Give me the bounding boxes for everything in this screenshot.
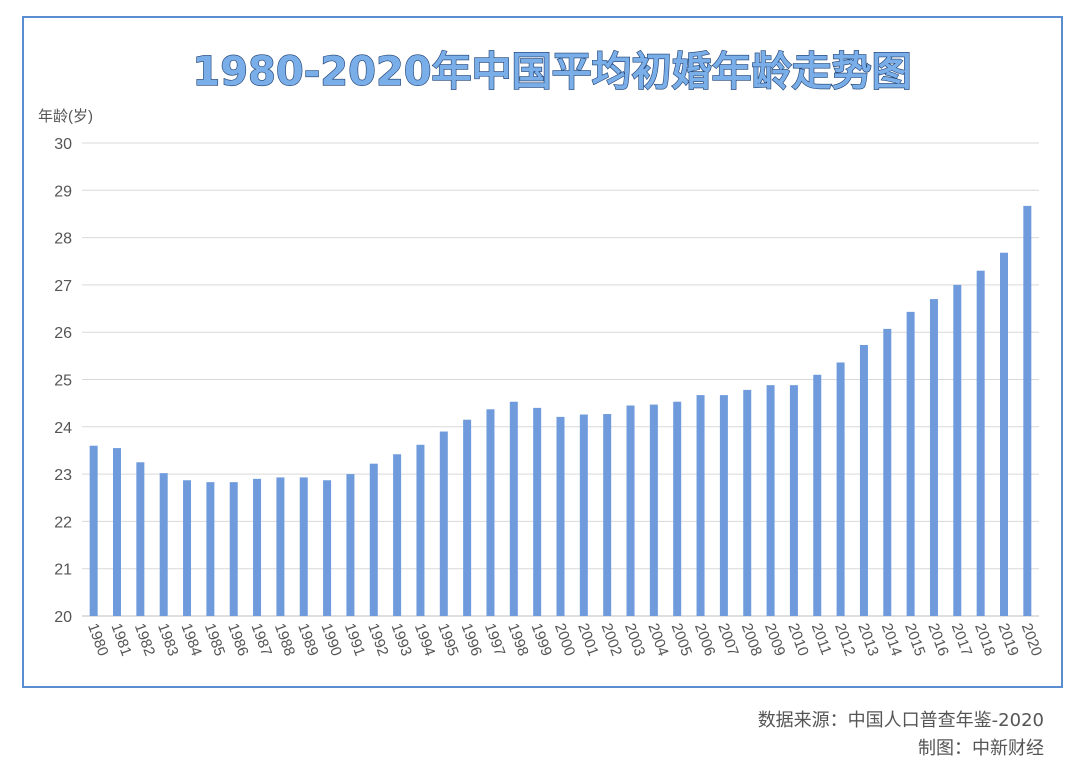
bar-2007 [719, 395, 728, 616]
bar-1991 [346, 474, 355, 616]
bar-1998 [509, 401, 518, 616]
y-tick-label: 25 [54, 373, 72, 390]
chart-frame: 1980-2020年中国平均初婚年龄走势图 年龄(岁) 20 21 22 23 24 25… [22, 16, 1063, 688]
data-source-credit: 数据来源：中国人口普查年鉴-2020 [757, 710, 1044, 731]
bar-2013 [859, 344, 868, 616]
bar-1989 [299, 477, 308, 616]
bar-2014 [883, 328, 892, 616]
y-tick-label: 23 [54, 467, 72, 484]
bar-1987 [253, 478, 262, 616]
bar-2018 [976, 270, 985, 616]
bar-1994 [416, 444, 425, 616]
bar-1992 [369, 463, 378, 616]
bar-2015 [906, 311, 915, 616]
y-tick-label: 26 [54, 325, 72, 342]
y-tick-label: 30 [54, 136, 72, 153]
bar-1993 [393, 454, 402, 616]
bar-2001 [579, 414, 588, 616]
bar-2011 [813, 374, 822, 616]
bar-2009 [766, 385, 775, 616]
bar-1986 [229, 482, 238, 616]
y-tick-labels: 20 21 22 23 24 25 26 27 28 29 30 [54, 136, 72, 626]
y-tick-label: 21 [54, 562, 72, 579]
bar-2010 [789, 385, 798, 616]
bar-2019 [999, 252, 1008, 616]
bar-1984 [183, 480, 192, 616]
bar-2006 [696, 395, 705, 616]
chart-maker-credit: 制图：中新财经 [918, 738, 1044, 759]
bar-2008 [743, 389, 752, 616]
bar-2000 [556, 416, 565, 616]
bar-2004 [649, 404, 658, 616]
bar-2012 [836, 362, 845, 616]
y-tick-label: 24 [54, 420, 72, 437]
y-tick-label: 20 [54, 609, 72, 626]
bar-1985 [206, 482, 215, 616]
bar-2020 [1023, 205, 1032, 616]
bar-1983 [159, 473, 168, 616]
y-tick-label: 22 [54, 514, 72, 531]
bar-1995 [439, 431, 448, 616]
y-axis-label: 年龄(岁) [38, 108, 93, 125]
bar-1988 [276, 477, 285, 616]
bar-1999 [533, 407, 542, 616]
y-tick-label: 29 [54, 183, 72, 200]
y-tick-label: 27 [54, 278, 72, 295]
bar-2017 [953, 284, 962, 616]
bar-2016 [929, 299, 938, 616]
bar-2002 [603, 414, 612, 616]
bar-1982 [136, 462, 145, 616]
bars [89, 205, 1032, 616]
bar-1980 [89, 445, 98, 616]
bar-1981 [113, 448, 122, 616]
bar-1990 [323, 480, 332, 616]
x-tick-label: 2020 [1018, 621, 1045, 658]
y-tick-label: 28 [54, 231, 72, 248]
bar-2005 [673, 401, 682, 616]
bar-1997 [486, 409, 495, 616]
chart-title: 1980-2020年中国平均初婚年龄走势图 [192, 49, 911, 95]
x-tick-labels: 1980198119821983198419851986198719881989… [84, 621, 1045, 658]
bar-2003 [626, 405, 635, 616]
chart-svg: 1980-2020年中国平均初婚年龄走势图 年龄(岁) 20 21 22 23 24 25… [38, 48, 1045, 658]
bar-1996 [463, 419, 472, 616]
